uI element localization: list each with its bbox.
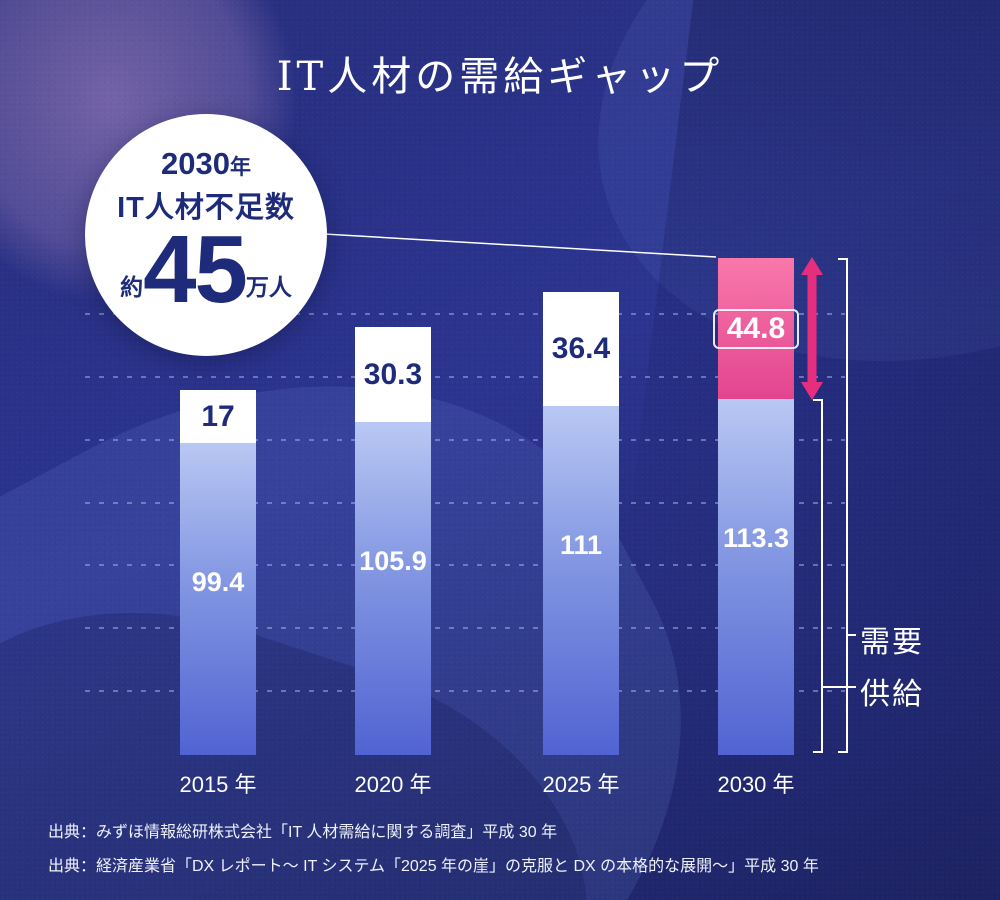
page-title: IT人材の需給ギャップ	[276, 54, 724, 100]
gridline	[85, 627, 845, 629]
bar-segment-supply: 111	[543, 406, 619, 755]
supply-label: 供給	[860, 678, 924, 711]
bar-2020: 30.3 105.9 2020 年	[354, 327, 432, 797]
bar-segment-supply: 99.4	[180, 443, 256, 755]
badge-year-number: 2030	[161, 146, 230, 181]
gridline	[85, 439, 845, 441]
bar-2025: 36.4 111 2025 年	[542, 292, 620, 797]
source-line-2: 出典：経済産業省「DX レポート〜 IT システム「2025 年の崖」の克服と …	[48, 857, 819, 875]
supply-value-label: 105.9	[359, 546, 427, 576]
category-label: 2030 年	[717, 772, 795, 797]
gap-value-label: 36.4	[551, 332, 611, 365]
gridline	[85, 564, 845, 566]
source-line-1: 出典：みずほ情報総研株式会社「IT 人材需給に関する調査」平成 30 年	[48, 824, 558, 841]
bar-segment-gap: 36.4	[543, 292, 619, 406]
category-label: 2015 年	[179, 772, 257, 797]
bar-segment-supply: 105.9	[355, 422, 431, 755]
category-label: 2020 年	[354, 772, 432, 797]
badge-value: 45	[143, 216, 248, 323]
badge-unit: 万人	[245, 274, 292, 300]
gap-value-label: 44.8	[712, 308, 800, 349]
bar-segment-gap: 17	[180, 390, 256, 443]
gap-value-label: 30.3	[363, 357, 423, 391]
sources-block: 出典：みずほ情報総研株式会社「IT 人材需給に関する調査」平成 30 年 出典：…	[48, 816, 819, 883]
badge-year: 2030年	[85, 146, 327, 182]
shortage-badge: 2030年 IT人材不足数 約 45 万人	[85, 114, 327, 356]
demand-label: 需要	[860, 626, 924, 659]
category-label: 2025 年	[542, 772, 620, 797]
badge-year-suffix: 年	[229, 156, 251, 179]
gridline	[85, 502, 845, 504]
supply-value-label: 113.3	[722, 523, 790, 553]
badge-approx: 約	[120, 274, 144, 300]
gridline	[85, 690, 845, 692]
gridline	[85, 313, 845, 315]
supply-value-label: 111	[559, 530, 603, 560]
supply-value-label: 99.4	[191, 567, 245, 597]
bar-segment-supply: 113.3	[718, 399, 794, 755]
bar-segment-gap-highlight: 44.8	[712, 258, 800, 399]
badge-value-row: 約 45 万人	[85, 222, 327, 318]
gridline	[85, 376, 845, 378]
bar-segment-gap: 30.3	[355, 327, 431, 422]
bar-2015: 17 99.4 2015 年	[179, 390, 257, 797]
gap-value-label: 17	[201, 399, 235, 433]
bar-2030: 44.8 113.3 2030 年	[712, 258, 800, 797]
